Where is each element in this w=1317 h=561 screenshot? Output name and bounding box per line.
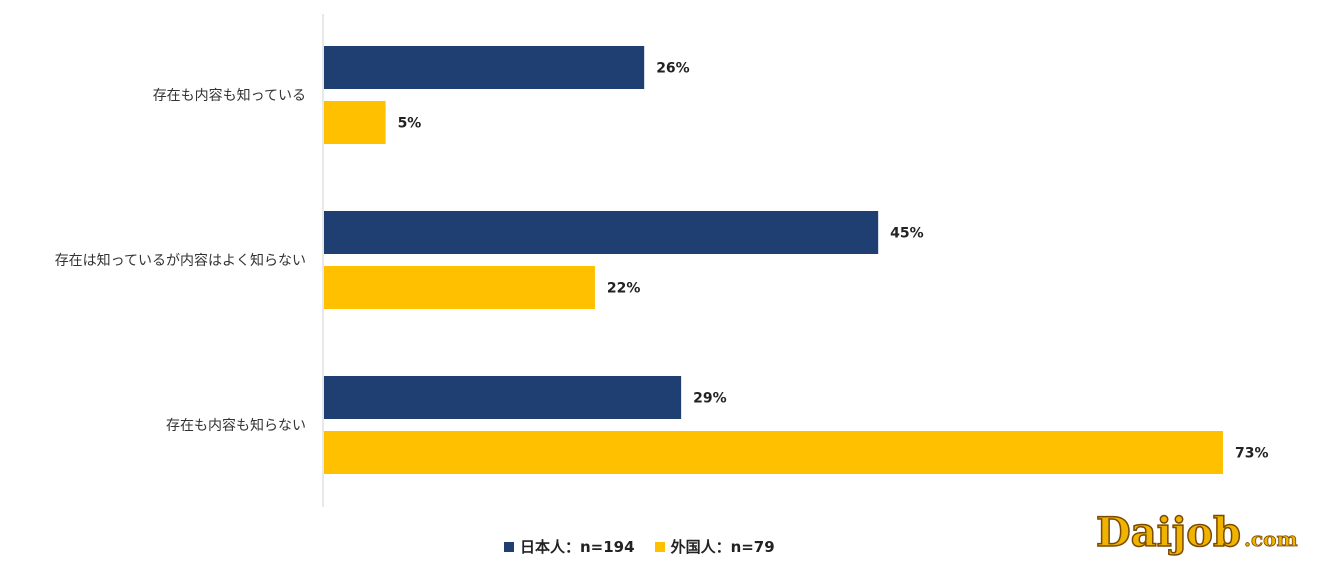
- bars-group: 存在も内容も知っている 26% 5% 存在は知っているが内容はよく知らない 45% 22%…: [55, 46, 1269, 474]
- bar: [324, 101, 386, 144]
- bar: [324, 376, 682, 419]
- svg-text:.com: .com: [1244, 527, 1298, 551]
- legend-item-foreign: 外国人：n=79: [654, 536, 775, 557]
- value-label: 29%: [693, 391, 727, 407]
- value-label: 5%: [398, 116, 422, 132]
- legend-item-japanese: 日本人：n=194: [504, 536, 635, 557]
- legend: 日本人：n=194 外国人：n=79: [504, 536, 795, 557]
- bar: [324, 431, 1223, 474]
- daijob-logo: Daijob .com: [1095, 508, 1298, 556]
- value-label: 22%: [607, 281, 641, 297]
- category-label: 存在も内容も知らない: [166, 417, 306, 434]
- svg-text:Daijob: Daijob: [1096, 509, 1241, 556]
- category-label: 存在は知っているが内容はよく知らない: [55, 252, 306, 269]
- category-label: 存在も内容も知っている: [153, 87, 306, 104]
- value-label: 73%: [1235, 446, 1269, 462]
- legend-label-foreign: 外国人：n=79: [670, 538, 775, 556]
- value-label: 45%: [890, 226, 924, 242]
- legend-swatch-foreign: [654, 541, 665, 552]
- legend-swatch-japanese: [504, 541, 514, 552]
- bar: [324, 266, 595, 309]
- legend-label-japanese: 日本人：n=194: [520, 538, 635, 556]
- bar: [324, 46, 645, 89]
- value-label: 26%: [656, 61, 690, 77]
- bar: [324, 211, 879, 254]
